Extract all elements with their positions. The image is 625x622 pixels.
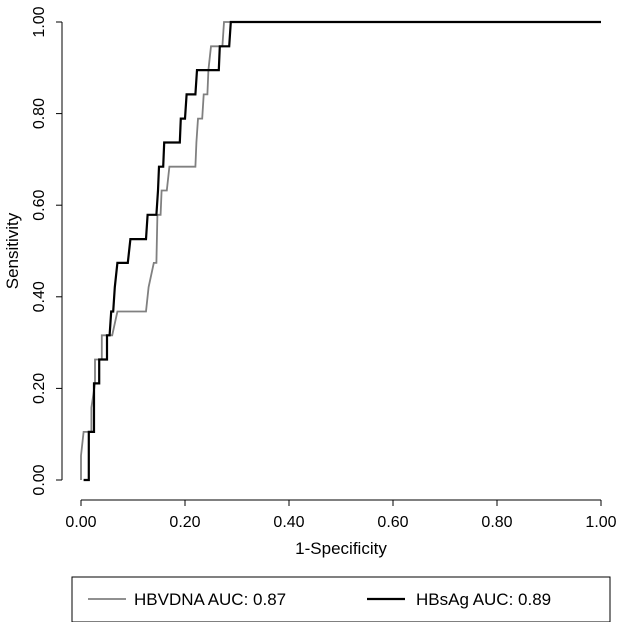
y-axis-ticks: 0.00 0.20 0.40 0.60 0.80 1.00 [31, 6, 62, 496]
legend: HBVDNA AUC: 0.87 HBsAg AUC: 0.89 [71, 576, 611, 622]
x-tick-label: 0.00 [65, 514, 96, 531]
legend-label: HBsAg AUC: 0.89 [416, 590, 551, 609]
series-line-hbsag [83, 20, 601, 482]
x-axis-ticks: 0.00 0.20 0.40 0.60 0.80 1.00 [65, 500, 617, 531]
x-tick-label: 0.40 [273, 514, 304, 531]
series-line-hbvdna [80, 21, 601, 480]
x-axis-title: 1-Specificity [295, 539, 387, 558]
y-axis-title: Sensitivity [3, 212, 22, 289]
legend-items: HBVDNA AUC: 0.87 HBsAg AUC: 0.89 [88, 590, 551, 609]
x-tick-label: 1.00 [585, 514, 616, 531]
x-tick-label: 0.80 [481, 514, 512, 531]
x-tick-label: 0.20 [169, 514, 200, 531]
y-tick-label: 0.60 [31, 190, 48, 221]
plot-area: 0.00 0.20 0.40 0.60 0.80 1.00 0.00 0.20 0.40 0.6… [31, 6, 617, 531]
legend-label: HBVDNA AUC: 0.87 [134, 590, 286, 609]
series-lines [80, 20, 601, 482]
x-tick-label: 0.60 [377, 514, 408, 531]
y-tick-label: 0.40 [31, 281, 48, 312]
y-tick-label: 0.00 [31, 464, 48, 495]
y-tick-label: 0.80 [31, 98, 48, 129]
y-tick-label: 1.00 [31, 6, 48, 37]
y-tick-label: 0.20 [31, 373, 48, 404]
legend-box [71, 576, 611, 622]
